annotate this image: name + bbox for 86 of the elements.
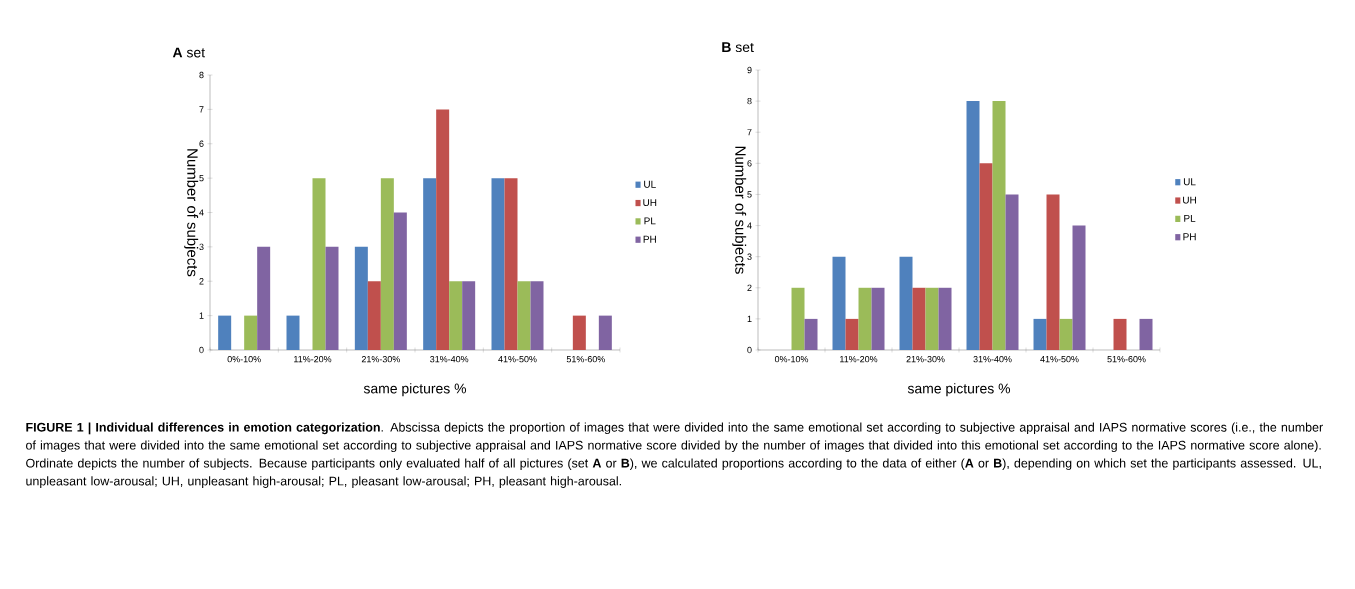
- bar: [791, 287, 805, 350]
- y-axis-title: Number of subjects: [732, 146, 747, 274]
- bar: [572, 315, 586, 350]
- bar: [1059, 318, 1073, 350]
- x-axis-title: same pictures %: [363, 383, 467, 397]
- y-tick-label: 3: [747, 253, 752, 260]
- bar: [517, 281, 531, 350]
- bar: [858, 287, 872, 350]
- y-tick-label: 3: [199, 243, 204, 251]
- bar: [312, 178, 326, 350]
- bar: [449, 281, 463, 350]
- bar: [1139, 318, 1153, 350]
- chart-title: B set: [722, 42, 754, 53]
- legend-label: PL: [1184, 214, 1196, 222]
- x-tick-label: 0%-10%: [774, 356, 809, 363]
- bar: [925, 287, 939, 350]
- bar: [1005, 194, 1019, 350]
- bar: [1046, 194, 1060, 350]
- bar: [393, 212, 407, 350]
- bar: [804, 318, 818, 350]
- y-tick-label: 6: [199, 140, 204, 147]
- legend-label: UL: [1183, 178, 1196, 186]
- x-tick-label: 21%-30%: [361, 356, 400, 363]
- y-tick-label: 8: [747, 97, 752, 105]
- bar: [832, 256, 846, 350]
- x-tick-label: 21%-30%: [906, 356, 945, 363]
- x-tick-label: 41%-50%: [498, 356, 537, 363]
- bar: [966, 101, 980, 350]
- bar: [504, 178, 518, 350]
- bar: [912, 287, 926, 350]
- legend-label: PL: [644, 217, 656, 225]
- legend-label: UH: [643, 199, 657, 207]
- bar: [845, 318, 859, 350]
- bar: [380, 178, 394, 350]
- x-tick-label: 51%-60%: [1107, 356, 1146, 363]
- x-tick-label: 11%-20%: [840, 356, 878, 363]
- bar: [462, 281, 476, 350]
- legend-label: PH: [1183, 233, 1196, 241]
- y-tick-label: 7: [199, 106, 204, 113]
- y-tick-label: 5: [199, 174, 204, 182]
- x-tick-label: 11%-20%: [294, 356, 332, 363]
- x-axis-title: same pictures %: [907, 383, 1011, 397]
- x-tick-label: 31%-40%: [973, 356, 1012, 363]
- bar: [257, 246, 271, 350]
- x-tick-label: 41%-50%: [1040, 356, 1079, 363]
- bar: [938, 287, 952, 350]
- bar: [871, 287, 885, 350]
- chart-title: A set: [172, 47, 205, 58]
- y-tick-label: 9: [747, 66, 752, 74]
- bar: [530, 281, 544, 350]
- bar: [1033, 318, 1047, 350]
- y-tick-label: 5: [747, 191, 752, 198]
- x-tick-label: 0%-10%: [227, 356, 261, 363]
- y-tick-label: 4: [747, 222, 752, 229]
- bar: [354, 246, 368, 350]
- y-tick-label: 8: [199, 71, 204, 79]
- y-tick-label: 4: [199, 209, 204, 216]
- bar: [423, 178, 437, 350]
- bar: [367, 281, 381, 350]
- bar: [899, 256, 913, 350]
- y-axis-title: Number of subjects: [184, 149, 199, 277]
- y-tick-label: 7: [747, 129, 752, 136]
- x-tick-label: 51%-60%: [566, 356, 605, 363]
- legend-label: UH: [1183, 196, 1196, 204]
- bar: [491, 178, 505, 350]
- y-tick-label: 2: [747, 284, 752, 291]
- y-tick-label: 2: [199, 278, 204, 285]
- bar: [992, 101, 1006, 350]
- text: FIGURE 1 | Individual differences in emotion categorization. Abscissa depicts the proportion of images that were divided into the same emotional set according to subjective appraisal and IAPS normative scores (i.e., the number of images that were divided into the same emotional set according to subjective appraisal and IAPS normative score divided by the number of images that divided into this emotional set according to the IAPS normative score alone). Ordinate depicts the number of subjects. Because participants only evaluated half of all pictures (set A or B), we calculated proportions according to the data of either (A or B), depending on which set the participants assessed. UL, unpleasant low-arousal; UH, unpleasant high-arousal; PL, pleasant low-arousal; PH, pleasant high-arousal.: [26, 422, 1323, 488]
- bar: [598, 315, 612, 350]
- y-tick-label: 0: [199, 346, 204, 354]
- legend-label: PH: [643, 235, 656, 243]
- y-tick-label: 1: [747, 315, 752, 322]
- y-tick-label: 1: [199, 312, 204, 319]
- bar: [1072, 225, 1086, 350]
- bar: [436, 109, 450, 350]
- bar: [218, 315, 232, 350]
- bar: [286, 315, 300, 350]
- legend-label: UL: [644, 180, 656, 188]
- bar: [244, 315, 258, 350]
- y-tick-label: 6: [747, 160, 752, 167]
- bar: [979, 163, 993, 350]
- x-tick-label: 31%-40%: [430, 356, 469, 363]
- bar: [325, 246, 339, 350]
- y-tick-label: 0: [747, 346, 752, 354]
- bar: [1113, 318, 1127, 350]
